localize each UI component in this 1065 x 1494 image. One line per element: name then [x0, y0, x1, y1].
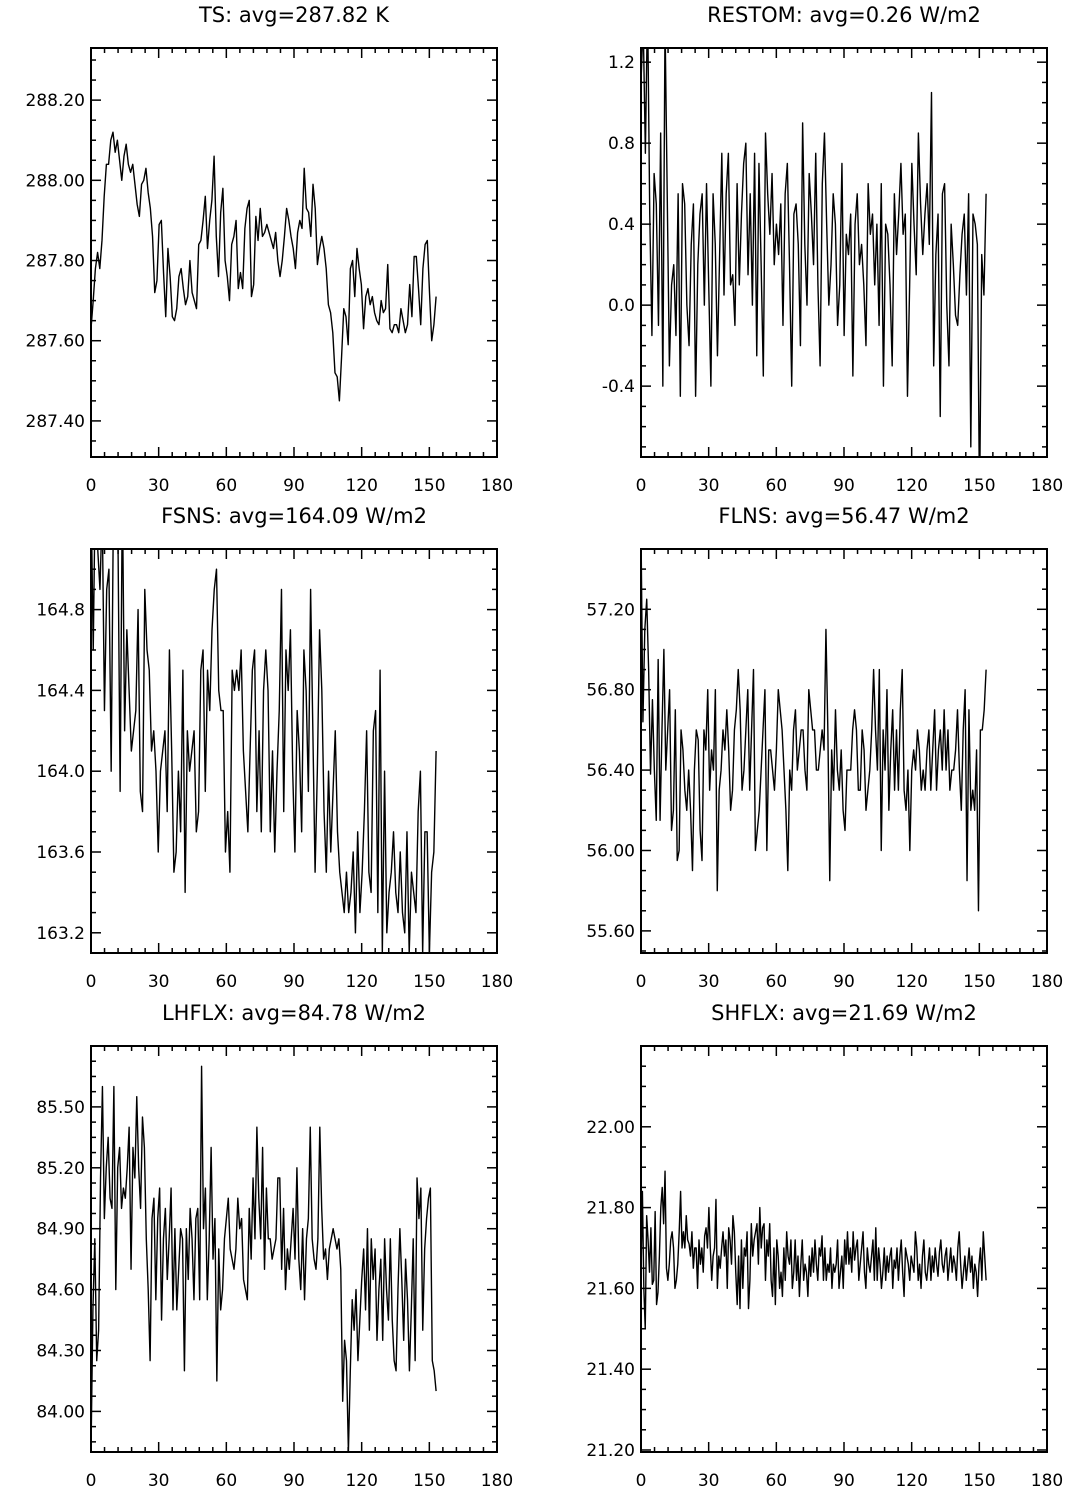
chart-title: SHFLX: avg=21.69 W/m2 [711, 1001, 977, 1025]
y-tick-label: 84.60 [36, 1281, 85, 1301]
chart-title: RESTOM: avg=0.26 W/m2 [707, 3, 981, 27]
x-tick-label: 180 [1031, 476, 1063, 496]
x-tick-label: 150 [413, 972, 445, 992]
x-tick-label: 90 [833, 972, 855, 992]
x-tick-label: 150 [963, 476, 995, 496]
x-tick-label: 150 [963, 1471, 995, 1491]
y-tick-label: 21.60 [586, 1279, 635, 1299]
y-tick-label: 163.2 [36, 924, 85, 944]
x-tick-label: 150 [413, 476, 445, 496]
y-tick-label: 164.8 [36, 601, 85, 621]
y-tick-label: 55.60 [586, 922, 635, 942]
x-tick-label: 120 [895, 972, 927, 992]
x-tick-label: 180 [481, 972, 513, 992]
chart-panel-4: FLNS: avg=56.47 W/m2 0 30 60 90 120 150 180 55.6… [586, 504, 1063, 992]
plot-frame [640, 548, 1048, 954]
y-tick-label: 21.40 [586, 1360, 635, 1380]
series-line [641, 1170, 987, 1330]
plot-frame [640, 47, 1048, 458]
y-tick-label: 84.90 [36, 1220, 85, 1240]
y-tick-label: 287.60 [26, 332, 85, 352]
y-tick-label: 287.40 [26, 412, 85, 432]
series-line [91, 549, 437, 953]
x-tick-label: 60 [216, 972, 238, 992]
chart-panel-3: FSNS: avg=164.09 W/m2 0 30 60 90 120 150 180 163… [36, 504, 513, 992]
y-tick-label: 288.20 [26, 91, 85, 111]
y-tick-label: 0.8 [608, 134, 635, 154]
x-tick-label: 120 [895, 476, 927, 496]
x-tick-label: 60 [766, 476, 788, 496]
y-tick-label: 85.20 [36, 1159, 85, 1179]
x-tick-label: 0 [86, 972, 97, 992]
x-tick-label: 30 [698, 1471, 720, 1491]
chart-panel-2: RESTOM: avg=0.26 W/m2 0 30 60 90 120 150 180 -0.… [602, 3, 1063, 496]
chart-title: FSNS: avg=164.09 W/m2 [161, 504, 427, 528]
series-line [91, 1065, 437, 1452]
chart-panel-5: LHFLX: avg=84.78 W/m2 0 30 60 90 120 150 180 84.… [36, 1001, 513, 1491]
x-tick-label: 0 [636, 1471, 647, 1491]
x-tick-label: 30 [698, 476, 720, 496]
chart-title: FLNS: avg=56.47 W/m2 [718, 504, 969, 528]
x-tick-label: 90 [833, 1471, 855, 1491]
y-tick-label: 287.80 [26, 252, 85, 272]
y-tick-label: 163.6 [36, 843, 85, 863]
x-tick-label: 0 [86, 476, 97, 496]
x-tick-label: 60 [766, 972, 788, 992]
x-tick-label: 60 [766, 1471, 788, 1491]
x-tick-label: 30 [148, 1471, 170, 1491]
x-tick-label: 90 [283, 972, 305, 992]
y-tick-label: 22.00 [586, 1118, 635, 1138]
y-tick-label: 1.2 [608, 53, 635, 73]
y-tick-label: 164.4 [36, 681, 85, 701]
x-tick-label: 90 [283, 476, 305, 496]
x-tick-label: 120 [345, 1471, 377, 1491]
x-tick-label: 120 [345, 476, 377, 496]
series-line [641, 549, 987, 912]
x-tick-label: 0 [86, 1471, 97, 1491]
chart-panel-1: TS: avg=287.82 K 0 30 60 90 120 150 180 287.40 28… [26, 3, 514, 496]
y-tick-label: 84.00 [36, 1402, 85, 1422]
y-tick-label: -0.4 [602, 377, 635, 397]
x-tick-label: 120 [345, 972, 377, 992]
x-tick-label: 150 [963, 972, 995, 992]
y-tick-label: 21.80 [586, 1199, 635, 1219]
y-tick-label: 84.30 [36, 1342, 85, 1362]
x-tick-label: 180 [1031, 1471, 1063, 1491]
x-tick-label: 150 [413, 1471, 445, 1491]
x-tick-label: 180 [481, 1471, 513, 1491]
chart-title: LHFLX: avg=84.78 W/m2 [162, 1001, 426, 1025]
x-tick-label: 90 [283, 1471, 305, 1491]
x-tick-label: 60 [216, 1471, 238, 1491]
x-tick-label: 120 [895, 1471, 927, 1491]
x-tick-label: 30 [698, 972, 720, 992]
x-tick-label: 90 [833, 476, 855, 496]
series-line [641, 48, 987, 457]
x-tick-label: 0 [636, 972, 647, 992]
x-tick-label: 180 [481, 476, 513, 496]
chart-title: TS: avg=287.82 K [198, 3, 390, 27]
y-tick-label: 21.20 [586, 1441, 635, 1461]
x-tick-label: 30 [148, 972, 170, 992]
x-tick-label: 30 [148, 476, 170, 496]
y-tick-label: 0.4 [608, 215, 635, 235]
x-tick-label: 180 [1031, 972, 1063, 992]
y-tick-label: 164.0 [36, 762, 85, 782]
series-line [91, 131, 437, 402]
y-tick-label: 288.00 [26, 171, 85, 191]
y-tick-label: 56.80 [586, 681, 635, 701]
y-tick-label: 57.20 [586, 600, 635, 620]
chart-panel-6: SHFLX: avg=21.69 W/m2 0 30 60 90 120 150 180 21.… [586, 1001, 1063, 1491]
x-tick-label: 0 [636, 476, 647, 496]
x-tick-label: 60 [216, 476, 238, 496]
y-tick-label: 56.40 [586, 761, 635, 781]
y-tick-label: 85.50 [36, 1098, 85, 1118]
y-tick-label: 56.00 [586, 841, 635, 861]
y-tick-label: 0.0 [608, 296, 635, 316]
